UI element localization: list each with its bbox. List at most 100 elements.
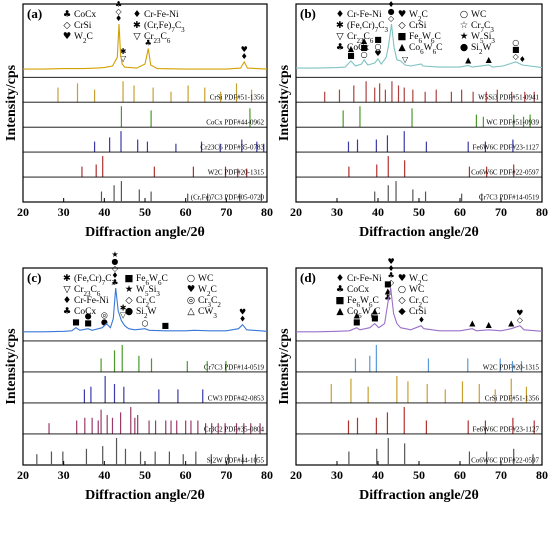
reference-label: Fe6W6C PDF#23-1127: [473, 144, 540, 152]
peak-marker-symbol: ▲: [465, 56, 472, 65]
legend-symbol: ♥: [398, 9, 407, 20]
legend-label: W2C: [74, 32, 93, 45]
measured-pattern-line: [296, 23, 543, 69]
reference-label: WC PDF#51-0939: [486, 119, 539, 127]
x-tick-label: 30: [331, 468, 343, 482]
legend-label: Cr23C6: [144, 32, 171, 45]
legend-symbol: ♦: [133, 9, 142, 20]
peak-marker-symbol: ■: [384, 279, 392, 288]
legend-symbol: ▲: [398, 42, 406, 53]
measured-pattern-line: [23, 23, 268, 70]
legend-label: Cr2C: [409, 296, 428, 309]
x-tick-label: 30: [58, 205, 70, 219]
legend-label: Cr-Fe-Ni: [144, 10, 179, 20]
reference-label: Cr7C3 PDF#14-0519: [479, 194, 540, 202]
x-tick-label: 70: [495, 205, 507, 219]
peak-marker-symbol: ▽: [402, 55, 409, 64]
peak-marker-symbol: ◇: [112, 264, 119, 273]
reference-label: Cr3C2 PDF#35-0804: [204, 425, 265, 433]
reference-label: W2C PDF#20-1315: [483, 363, 540, 371]
x-tick-label: 70: [495, 468, 507, 482]
legend-label: Cr-Fe-Ni: [74, 296, 109, 306]
legend-label: (Fe,Cr)7C3: [347, 20, 389, 34]
legend-label: CrSi: [74, 21, 92, 31]
legend-label: Co6W6C: [347, 307, 380, 320]
legend-label: Cr23C6: [347, 32, 374, 45]
peak-marker-symbol: ■: [374, 35, 382, 44]
legend-symbol: ◎: [187, 295, 195, 306]
peak-marker-symbol: ◇: [388, 14, 395, 23]
x-tick-label: 80: [261, 205, 273, 219]
peak-marker-symbol: ●: [85, 312, 92, 321]
legend-label: CoCx: [74, 307, 96, 317]
peak-marker-symbol: ▲: [348, 44, 355, 53]
peak-marker-symbol: ♦: [388, 264, 395, 273]
peak-marker-symbol: ○: [512, 38, 519, 47]
peak-marker-symbol: ■: [353, 318, 361, 327]
legend-symbol: ●: [460, 42, 468, 53]
panel-tag: (d): [300, 270, 316, 285]
reference-label: W5Si3 PDF#51-0941: [478, 94, 539, 102]
legend-label: CoCx: [347, 43, 369, 53]
peak-marker-symbol: ■: [512, 45, 520, 54]
legend-symbol: ★: [125, 284, 134, 295]
legend-label: Si2W: [136, 307, 156, 320]
panel-tag: (b): [300, 6, 316, 21]
legend-label: CoCx: [347, 285, 369, 295]
legend-symbol: ○: [398, 284, 406, 295]
legend-symbol: ◇: [398, 295, 406, 306]
legend-label: Cr-Fe-Ni: [347, 10, 382, 20]
reference-label: Co6W6C PDF#22-0597: [471, 169, 539, 177]
reference-label: (Cr,Fe)7C3 PDF#05-0720: [191, 194, 265, 202]
peak-marker-symbol: ○: [142, 319, 149, 328]
peak-marker-symbol: ▲: [486, 55, 493, 64]
peak-marker-symbol: ■: [347, 51, 355, 60]
peak-marker-symbol: ♥: [241, 45, 248, 54]
x-tick-label: 20: [17, 205, 29, 219]
reference-label: CrSi PDF#51-1356: [485, 394, 540, 402]
peak-marker-symbol: ●: [101, 318, 108, 327]
legend-label: Cr3C2: [198, 296, 221, 309]
x-tick-label: 20: [17, 468, 29, 482]
legend-label: CoCx: [74, 10, 96, 20]
legend-symbol: ♥: [398, 273, 407, 284]
legend-label: Cr2C: [136, 296, 155, 309]
peak-marker-symbol: ▽: [120, 311, 127, 320]
peak-marker-symbol: ■: [162, 321, 170, 330]
reference-label: Cr23C6 PDF#35-0783: [200, 144, 264, 152]
peak-marker-symbol: ▲: [486, 320, 493, 329]
legend-symbol: ○: [187, 273, 195, 284]
measured-pattern-line: [23, 287, 268, 333]
peak-marker-symbol: ♦: [519, 55, 526, 64]
x-tick-label: 40: [98, 468, 110, 482]
x-tick-label: 50: [413, 468, 425, 482]
legend-label: Cr7C3: [471, 21, 494, 34]
legend-label: WC: [198, 274, 213, 284]
peak-marker-symbol: ◇: [517, 316, 524, 325]
peak-marker-symbol: ♦: [111, 271, 118, 280]
legend-label: W5Si3: [136, 285, 160, 298]
legend-symbol: ◇: [398, 20, 406, 31]
reference-label: CoCx PDF#44-0962: [206, 119, 264, 127]
reference-label: Co6W6C PDF#22-0597: [471, 457, 539, 465]
legend-label: W2C: [198, 285, 217, 298]
legend-symbol: ♣: [63, 9, 72, 20]
legend-symbol: ♦: [336, 9, 345, 20]
legend-symbol: ◇: [125, 295, 133, 306]
peak-marker-symbol: ♣: [388, 271, 395, 280]
peak-marker-symbol: ♣: [115, 0, 122, 9]
x-tick-label: 40: [98, 205, 110, 219]
legend-label: (Fe,Cr)7C3: [74, 273, 116, 287]
peak-marker-symbol: ■: [360, 43, 368, 52]
x-tick-label: 30: [331, 205, 343, 219]
peak-marker-symbol: ♥: [516, 309, 523, 318]
panel-frame: [22, 3, 268, 203]
legend-symbol: ☆: [460, 20, 469, 31]
peak-marker-symbol: ♥: [239, 308, 246, 317]
peak-marker-symbol: ○: [375, 42, 382, 51]
peak-marker-symbol: ◎: [101, 311, 108, 320]
x-tick-label: 50: [413, 205, 425, 219]
peak-marker-symbol: ■: [72, 318, 80, 327]
